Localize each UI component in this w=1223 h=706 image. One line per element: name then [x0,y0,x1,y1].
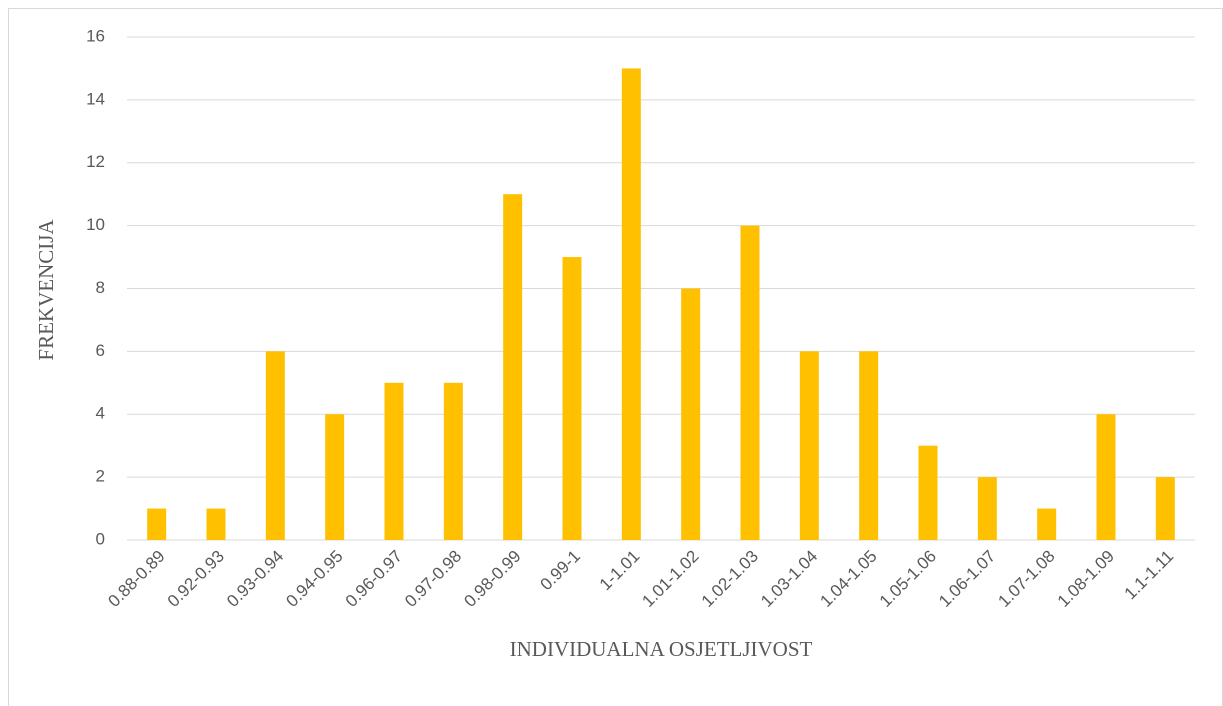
x-tick-label: 0.97-0.98 [401,547,465,611]
x-axis-title: INDIVIDUALNA OSJETLJIVOST [510,637,813,661]
bar [265,351,285,540]
bar [799,351,819,540]
x-tick-label: 1.01-1.02 [638,547,702,611]
y-tick-label: 0 [96,529,105,548]
bar [1037,508,1057,540]
x-tick-label: 0.88-0.89 [104,547,168,611]
bar [681,288,701,540]
y-tick-label: 12 [86,152,105,171]
bar [562,257,582,540]
x-tick-label: 1.1-1.11 [1121,547,1178,604]
bar [384,382,404,540]
x-tick-label: 1.08-1.09 [1054,547,1118,611]
x-tick-label: 1.04-1.05 [816,547,880,611]
bar [1096,414,1116,540]
bar [503,194,523,540]
y-tick-label: 8 [96,278,105,297]
y-tick-label: 14 [86,89,105,108]
y-tick-label: 4 [96,404,105,423]
y-tick-label: 6 [96,341,105,360]
x-tick-label: 1.05-1.06 [876,547,940,611]
x-tick-label: 0.99-1 [536,547,584,595]
x-tick-label: 0.98-0.99 [460,547,524,611]
bar [206,508,226,540]
x-tick-label: 1.06-1.07 [935,547,999,611]
bar [977,477,997,540]
x-tick-label: 1.03-1.04 [757,547,821,611]
chart-frame [8,8,1223,706]
x-tick-label: 1.02-1.03 [698,547,762,611]
y-tick-label: 10 [86,215,105,234]
y-tick-label: 16 [86,26,105,45]
x-tick-label: 0.94-0.95 [282,547,346,611]
bar [147,508,167,540]
x-tick-label: 1-1.01 [596,547,644,595]
bar [859,351,879,540]
x-tick-label: 1.07-1.08 [994,547,1058,611]
bar [325,414,345,540]
x-tick-label: 0.96-0.97 [342,547,406,611]
bar [918,445,938,540]
y-axis-title: FREKVENCIJA [34,219,58,361]
bar [443,382,463,540]
x-tick-label: 0.92-0.93 [164,547,228,611]
bar [740,225,760,540]
bar [1155,477,1175,540]
x-tick-label: 0.93-0.94 [223,547,287,611]
bar [621,68,641,540]
y-tick-label: 2 [96,467,105,486]
